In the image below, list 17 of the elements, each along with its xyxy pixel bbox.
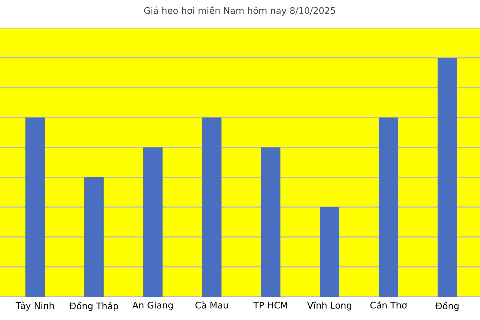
x-tick-label: Cần Thơ <box>370 301 408 309</box>
x-tick-label: Đồng Tháp <box>70 302 118 312</box>
bar <box>26 118 46 297</box>
bar <box>202 118 222 297</box>
x-tick-label: Vĩnh Long <box>307 302 352 311</box>
x-tick-label: TP HCM <box>254 302 288 309</box>
x-tick-label: Đồng <box>436 302 459 312</box>
chart-title: Giá heo hơi miền Nam hôm nay 8/10/2025 <box>144 6 336 16</box>
bar <box>320 207 340 297</box>
x-tick-label: Cà Mau <box>196 301 228 309</box>
bar <box>261 148 281 297</box>
bar <box>84 177 104 297</box>
bar <box>143 148 163 297</box>
bar <box>378 118 398 297</box>
x-tick-label: Tây Ninh <box>16 302 54 311</box>
bar <box>438 58 458 297</box>
x-tick-label: An Giang <box>132 302 173 311</box>
